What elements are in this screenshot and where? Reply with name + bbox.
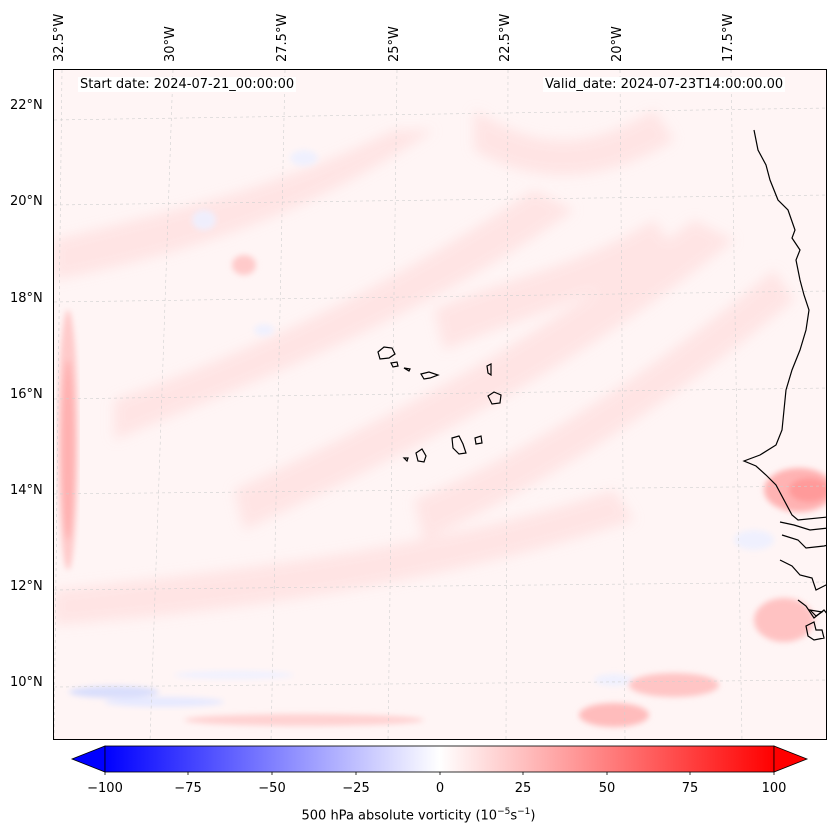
lon-label-27-5w: 27.5°W xyxy=(275,13,290,62)
map-panel[interactable] xyxy=(53,69,827,740)
lat-label-20n: 20°N xyxy=(10,194,43,209)
cape-verde-islands xyxy=(377,346,502,463)
lat-label-12n: 12°N xyxy=(10,579,43,594)
lon-label-20w: 20°W xyxy=(610,26,625,62)
africa-coastline xyxy=(742,129,826,641)
colorbar-tick: −25 xyxy=(342,781,370,796)
colorbar-label: 500 hPa absolute vorticity (10−5s−1) xyxy=(301,807,536,824)
lat-label-14n: 14°N xyxy=(10,483,43,498)
lon-label-32-5w: 32.5°W xyxy=(52,13,67,62)
graticule xyxy=(54,70,826,739)
lon-label-22-5w: 22.5°W xyxy=(498,13,513,62)
lat-label-10n: 10°N xyxy=(10,675,43,690)
colorbar-tick: 100 xyxy=(761,781,787,796)
colorbar-tick: −75 xyxy=(174,781,202,796)
colorbar-tick: 50 xyxy=(598,781,616,796)
colorbar xyxy=(70,745,809,775)
vorticity-field xyxy=(54,70,826,739)
valid-date-label: Valid_date: 2024-07-23T14:00:00.00 xyxy=(543,77,786,92)
lat-label-16n: 16°N xyxy=(10,387,43,402)
colorbar-tick: −100 xyxy=(87,781,123,796)
colorbar-tick: 75 xyxy=(681,781,699,796)
lon-label-25w: 25°W xyxy=(387,26,402,62)
colorbar-tick: 0 xyxy=(435,781,445,796)
colorbar-tick: −50 xyxy=(258,781,286,796)
colorbar-tick: 25 xyxy=(514,781,532,796)
lon-label-17-5w: 17.5°W xyxy=(721,13,736,62)
lat-label-18n: 18°N xyxy=(10,291,43,306)
lat-label-22n: 22°N xyxy=(10,98,43,113)
start-date-label: Start date: 2024-07-21_00:00:00 xyxy=(78,77,297,92)
lon-label-30w: 30°W xyxy=(163,26,178,62)
